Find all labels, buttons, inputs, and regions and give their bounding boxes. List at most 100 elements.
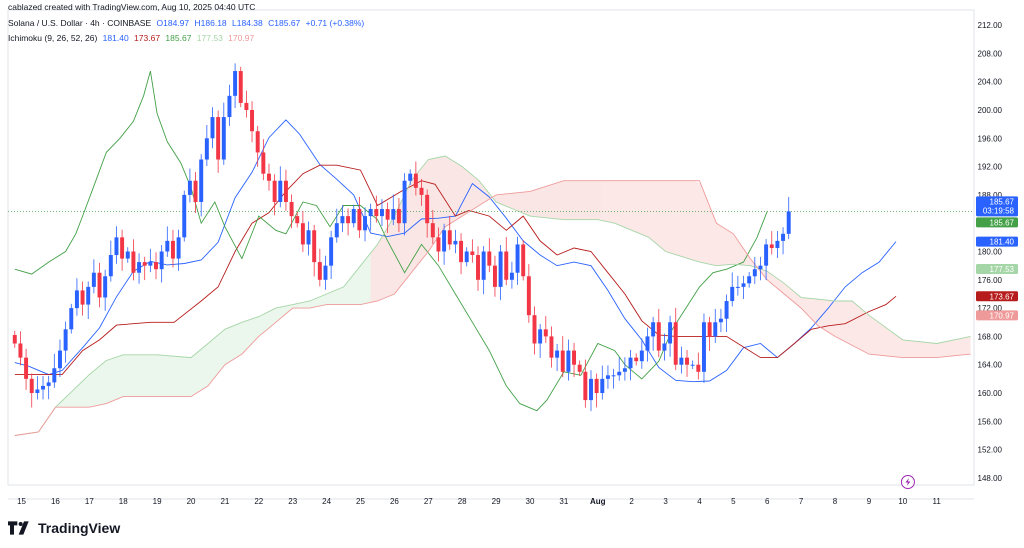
brand-name: TradingView bbox=[38, 520, 121, 536]
tradingview-brand[interactable]: TradingView bbox=[8, 520, 120, 536]
candle-body bbox=[673, 322, 678, 365]
leading-span-b bbox=[14, 180, 971, 436]
candle-down bbox=[238, 66, 243, 108]
candle-body bbox=[210, 117, 215, 139]
candle-down bbox=[549, 326, 554, 368]
candle-body bbox=[730, 286, 735, 302]
candle-body bbox=[470, 251, 475, 256]
candle-up bbox=[148, 248, 153, 273]
candle-body bbox=[221, 117, 226, 160]
candle-body bbox=[300, 223, 305, 245]
candle-body bbox=[396, 209, 401, 224]
candle-down bbox=[289, 194, 294, 229]
symbol-legend[interactable]: Solana / U.S. Dollar · 4h · COINBASE O18… bbox=[8, 18, 367, 28]
candle-up bbox=[747, 272, 752, 288]
candle-body bbox=[329, 237, 334, 266]
chart-attribution: cablazed created with TradingView.com, A… bbox=[8, 2, 258, 12]
candle-up bbox=[41, 376, 46, 400]
candle-body bbox=[769, 244, 774, 248]
price-axis[interactable]: 212.00 208.00 204.00 200.00 196.00 192.00 188.… bbox=[978, 21, 1003, 483]
candle-up bbox=[724, 294, 729, 333]
time-axis[interactable]: 15 16 17 18 19 20 21 22 23 24 25 26 27 28 29 30 31 Aug 2 3 4… bbox=[17, 497, 941, 506]
candle-body bbox=[487, 251, 492, 266]
x-tick-label: 26 bbox=[390, 497, 399, 506]
candle-down bbox=[577, 360, 582, 377]
candle-body bbox=[204, 138, 209, 160]
candle-body bbox=[97, 272, 102, 298]
candle-up bbox=[227, 84, 232, 126]
candle-body bbox=[781, 233, 786, 241]
candle-up bbox=[103, 269, 108, 311]
candle-up bbox=[442, 223, 447, 265]
price-tag-label: 170.97 bbox=[990, 311, 1015, 320]
candle-body bbox=[114, 237, 119, 256]
candle-up bbox=[515, 236, 520, 285]
candle-up bbox=[114, 226, 119, 264]
candle-up bbox=[781, 227, 786, 255]
x-tick-label: 19 bbox=[153, 497, 162, 506]
x-tick-label: 2 bbox=[629, 497, 634, 506]
candle-down bbox=[572, 342, 577, 377]
candle-down bbox=[470, 239, 475, 263]
candle-body bbox=[589, 378, 593, 401]
candle-down bbox=[267, 163, 271, 191]
candle-down bbox=[216, 110, 221, 173]
candle-body bbox=[148, 262, 153, 266]
candle-down bbox=[476, 246, 480, 291]
candle-up bbox=[498, 244, 503, 301]
candle-body bbox=[622, 368, 627, 372]
x-tick-label: Aug bbox=[590, 497, 606, 506]
candle-body bbox=[108, 255, 113, 277]
candle-body bbox=[538, 329, 543, 344]
attribution-text: cablazed created with TradingView.com, A… bbox=[8, 2, 256, 12]
candle-body bbox=[634, 357, 639, 362]
candle-up bbox=[589, 370, 593, 412]
candle-up bbox=[752, 257, 757, 284]
y-tick-label: 208.00 bbox=[978, 49, 1003, 58]
candle-body bbox=[63, 329, 68, 351]
indicator-legend[interactable]: Ichimoku (9, 26, 52, 26) 181.40 173.67 1… bbox=[8, 33, 257, 43]
candle-body bbox=[583, 371, 588, 401]
candle-body bbox=[357, 209, 362, 231]
candle-down bbox=[543, 316, 548, 343]
candle-body bbox=[131, 251, 136, 273]
ichimoku-lead-b-value: 170.97 bbox=[228, 33, 255, 43]
candle-up bbox=[306, 221, 311, 256]
candle-up bbox=[176, 229, 181, 271]
candle-body bbox=[278, 180, 283, 202]
candle-up bbox=[690, 360, 695, 369]
price-tag-countdown: 03:19:58 bbox=[983, 206, 1015, 215]
candle-up bbox=[46, 375, 51, 400]
candle-body bbox=[272, 180, 277, 202]
x-tick-label: 11 bbox=[933, 497, 942, 506]
price-tag-box bbox=[976, 196, 1018, 217]
candle-down bbox=[594, 373, 599, 408]
candle-down bbox=[255, 125, 260, 167]
candle-body bbox=[346, 216, 351, 224]
ichimoku-conversion-value: 181.40 bbox=[102, 33, 129, 43]
candle-down bbox=[656, 308, 661, 358]
y-tick-label: 156.00 bbox=[978, 417, 1003, 426]
candle-body bbox=[193, 180, 198, 202]
candle-up bbox=[786, 196, 791, 240]
candle-down bbox=[436, 227, 441, 262]
alert-icon[interactable] bbox=[900, 475, 915, 489]
candle-down bbox=[769, 231, 774, 255]
candle-body bbox=[425, 194, 430, 224]
candlesticks[interactable] bbox=[12, 63, 791, 412]
price-tag: 181.40 bbox=[976, 236, 1018, 247]
candle-body bbox=[775, 240, 780, 248]
bearish-cloud bbox=[370, 156, 971, 358]
candle-up bbox=[363, 207, 368, 242]
candle-up bbox=[764, 239, 769, 281]
candle-up bbox=[718, 308, 723, 333]
candle-body bbox=[283, 180, 288, 202]
candle-down bbox=[29, 373, 34, 408]
candle-body bbox=[617, 371, 622, 376]
candle-body bbox=[176, 237, 181, 259]
x-tick-label: 7 bbox=[799, 497, 804, 506]
candle-down bbox=[583, 359, 588, 408]
candle-down bbox=[120, 229, 125, 271]
